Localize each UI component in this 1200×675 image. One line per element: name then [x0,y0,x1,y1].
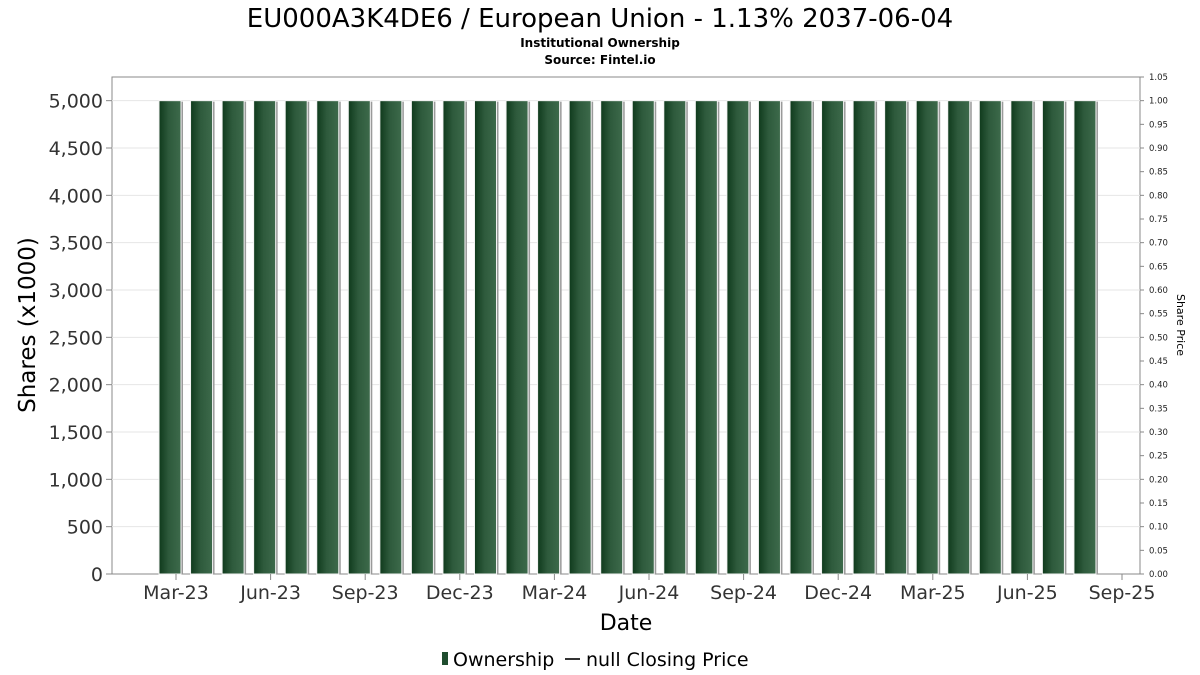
ownership-bar [694,100,718,575]
ownership-bar [537,100,561,575]
ownership-bar [253,100,277,575]
y2-tick-label: 0.75 [1149,215,1168,225]
chart-title: EU000A3K4DE6 / European Union - 1.13% 20… [247,4,953,34]
y-tick-label: 0 [91,564,103,586]
y-tick-label: 500 [67,517,103,539]
y2-tick-label: 0.45 [1149,357,1168,367]
y2-tick-label: 0.25 [1149,452,1168,462]
y2-tick-label: 0.00 [1149,570,1168,580]
y2-tick-label: 0.35 [1149,404,1168,414]
y2-tick-label: 0.95 [1149,120,1168,130]
x-tick-label: Sep-24 [710,582,777,604]
y-tick-label: 1,500 [49,422,103,444]
ownership-bar [600,100,624,575]
y-tick-label: 2,500 [49,327,103,349]
ownership-bar [158,100,182,575]
ownership-bar [474,100,497,575]
ownership-bar [978,100,1002,575]
x-tick-label: Jun-23 [239,582,301,604]
ownership-bar [821,100,845,575]
y2-tick-label: 0.85 [1149,168,1168,178]
y2-tick-label: 0.40 [1149,381,1168,391]
ownership-bar [852,100,876,575]
y2-tick-label: 0.05 [1149,546,1168,556]
ownership-bar [505,100,529,575]
ownership-bar [316,100,340,575]
y-tick-label: 2,000 [49,375,103,397]
y2-tick-label: 0.60 [1149,286,1168,296]
y-tick-label: 1,000 [49,469,103,491]
x-tick-label: Mar-23 [143,582,209,604]
ownership-bar [1010,100,1034,575]
legend: Ownership null Closing Price [442,649,749,671]
y-tick-label: 3,500 [49,233,103,255]
ownership-bar [190,100,214,575]
x-tick-label: Sep-25 [1089,582,1156,604]
y2-tick-label: 0.80 [1149,191,1168,201]
y-tick-label: 4,000 [49,185,103,207]
y2-axis-label: Share Price [1174,294,1187,356]
x-tick-label: Dec-24 [804,582,872,604]
ownership-bar [347,100,371,575]
y2-tick-label: 1.00 [1149,97,1168,107]
x-tick-label: Jun-25 [996,582,1058,604]
y2-axis-ticks: 0.00 0.05 0.10 0.15 0.20 0.25 0.30 0.35 0.40 0.45… [1140,73,1168,580]
y-tick-label: 4,500 [49,138,103,160]
x-tick-label: Mar-25 [900,582,966,604]
ownership-bar [726,100,750,575]
ownership-bar [221,100,245,575]
ownership-bar [1073,100,1097,575]
ownership-bar [757,100,781,575]
x-tick-label: Mar-24 [522,582,588,604]
y-axis-label: Shares (x1000) [15,237,41,413]
bar-series [158,100,1098,575]
y2-tick-label: 0.50 [1149,333,1168,343]
ownership-bar [379,100,403,575]
x-tick-label: Sep-23 [332,582,399,604]
ownership-bar [410,100,434,575]
y2-tick-label: 0.90 [1149,144,1168,154]
legend-ownership-label: Ownership [453,649,554,671]
y2-tick-label: 0.20 [1149,475,1168,485]
ownership-bar [663,100,687,575]
legend-price-label: null Closing Price [586,649,749,671]
ownership-bar [915,100,939,575]
y2-tick-label: 1.05 [1149,73,1168,83]
y2-tick-label: 0.55 [1149,310,1168,320]
ownership-bar [947,100,971,575]
ownership-bar [884,100,908,575]
y-tick-label: 3,000 [49,280,103,302]
ownership-bar [442,100,466,575]
y-axis-ticks: 0 500 1,000 1,500 2,000 2,500 3,000 3,500 4,000 4… [49,91,112,586]
ownership-bar [1041,100,1065,575]
y2-tick-label: 0.30 [1149,428,1168,438]
chart-subtitle: Institutional Ownership [520,36,680,50]
chart-source: Source: Fintel.io [544,53,655,67]
ownership-bar [789,100,813,575]
ownership-bar [284,100,308,575]
y2-tick-label: 0.10 [1149,523,1168,533]
ownership-bar [568,100,592,575]
y2-tick-label: 0.70 [1149,239,1168,249]
y2-tick-label: 0.15 [1149,499,1168,509]
x-axis-label: Date [600,611,653,636]
x-axis-ticks: Mar-23 Jun-23 Sep-23 Dec-23 Mar-24 Jun-24 Sep-… [143,574,1155,604]
x-tick-label: Jun-24 [618,582,680,604]
legend-ownership-swatch [442,652,448,665]
y-tick-label: 5,000 [49,91,103,113]
y2-tick-label: 0.65 [1149,262,1168,272]
x-tick-label: Dec-23 [426,582,494,604]
ownership-bar [631,100,655,575]
